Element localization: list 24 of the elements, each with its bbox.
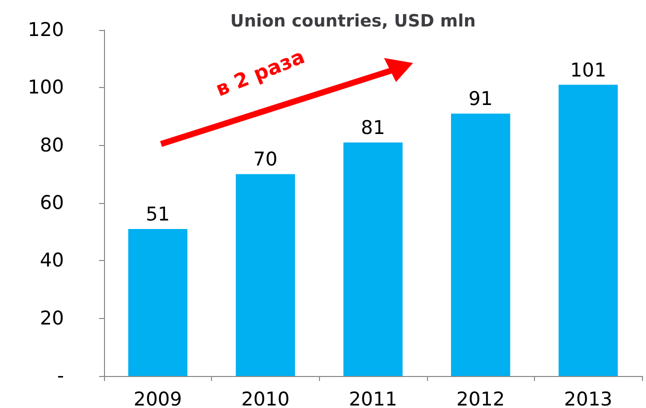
y-tick-label: 80 [40,134,64,156]
data-label: 81 [360,116,386,139]
y-tick-label: - [57,365,64,387]
bar [128,228,188,376]
y-tick-label: 120 [28,19,64,41]
y-tick-label: 20 [40,307,64,330]
x-tick-label: 2010 [241,388,290,408]
annotation: в 2 раза [212,44,308,102]
x-tick-label: 2012 [456,388,505,408]
data-label: 101 [570,59,606,82]
y-tick-label: 100 [28,76,64,99]
y-tick-label: 60 [40,192,64,214]
data-label: 51 [146,203,170,226]
data-label: 91 [468,88,493,110]
bar [236,174,295,376]
data-label: 70 [253,148,278,171]
x-tick-label: 2011 [348,388,398,408]
x-tick-label: 2009 [134,388,182,408]
bar [451,114,510,376]
y-tick-label: 40 [40,250,64,272]
x-tick-label: 2013 [564,388,612,408]
bar [558,84,618,376]
chart-title: Union countries, USD mln [230,12,476,32]
bar [343,142,403,376]
